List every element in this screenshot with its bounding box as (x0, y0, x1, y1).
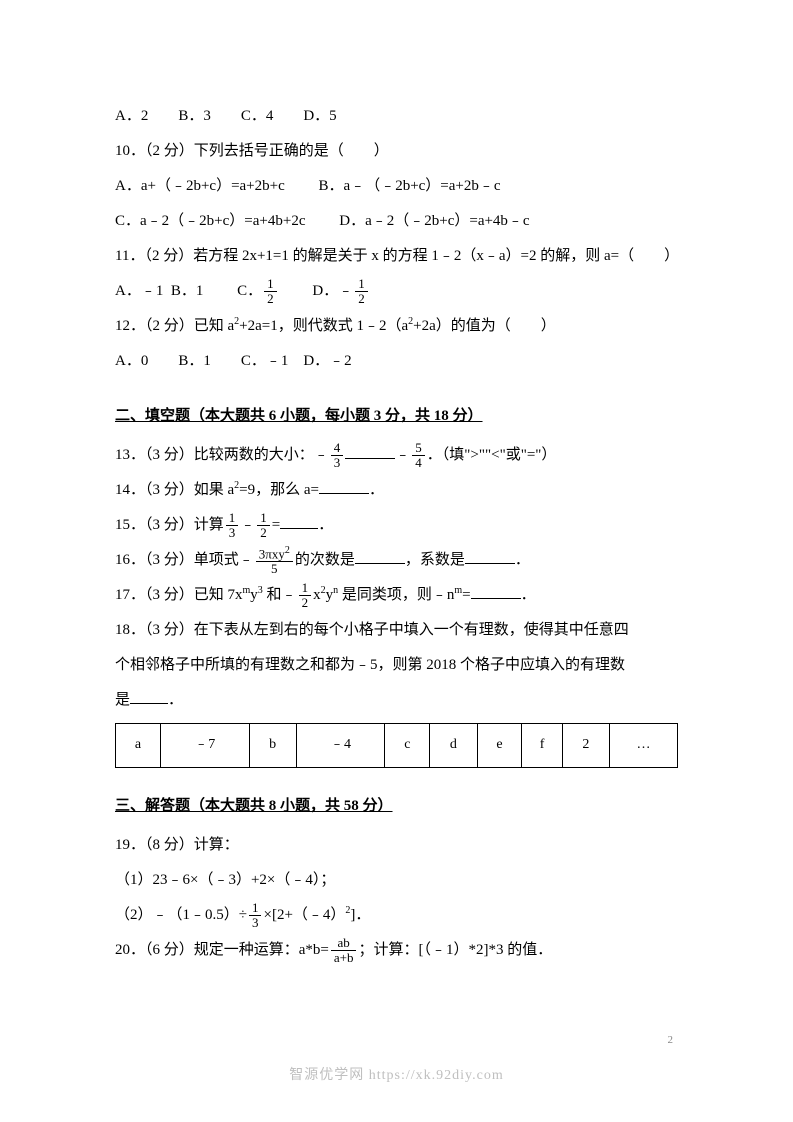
table-cell: d (430, 724, 477, 768)
table-cell: ﹣7 (160, 724, 249, 768)
q17: 17．（3 分）已知 7xmy3 和﹣12x2yn 是同类项，则﹣nm=． (115, 579, 678, 612)
section2-header: 二、填空题（本大题共 6 小题，每小题 3 分，共 18 分） (115, 400, 678, 433)
q13: 13．（3 分）比较两数的大小：﹣43﹣54．（填">""<"或"="） (115, 439, 678, 472)
blank-q16b[interactable] (465, 549, 515, 564)
frac-1-2-b: 12 (299, 581, 312, 611)
blank-q14[interactable] (319, 479, 369, 494)
table-cell: ﹣4 (296, 724, 385, 768)
frac-half-2: 12 (355, 277, 368, 307)
frac-q20: aba+b (331, 936, 357, 966)
q11-options: A．﹣1 B．1 C．12 D．﹣12 (115, 275, 678, 308)
frac-4-3: 43 (331, 441, 344, 471)
q10-optC: C．a﹣2（﹣2b+c）=a+4b+2c (115, 213, 305, 229)
q15: 15．（3 分）计算13﹣12=． (115, 509, 678, 542)
blank-q17[interactable] (471, 584, 521, 599)
page-number: 2 (668, 1028, 674, 1052)
q10-stem: 10．（2 分）下列去括号正确的是（ ） (115, 135, 678, 168)
q18-line1: 18．（3 分）在下表从左到右的每个小格子中填入一个有理数，使得其中任意四 (115, 614, 678, 647)
table-cell: f (522, 724, 562, 768)
table-row: a ﹣7 b ﹣4 c d e f 2 … (116, 724, 678, 768)
frac-1-3-b: 13 (249, 901, 262, 931)
table-cell: 2 (562, 724, 609, 768)
q19-2: （2）﹣（1﹣0.5）÷13×[2+（﹣4）2]． (115, 899, 678, 932)
q11-optC-pre: C． (237, 283, 262, 299)
q11-stem: 11．（2 分）若方程 2x+1=1 的解是关于 x 的方程 1﹣2（x﹣a）=… (115, 240, 678, 273)
blank-q15[interactable] (280, 514, 318, 529)
q11-optB: B．1 (171, 283, 204, 299)
q12-options: A．0 B．1 C．﹣1 D．﹣2 (115, 345, 678, 378)
section3-header: 三、解答题（本大题共 8 小题，共 58 分） (115, 790, 678, 823)
q10-optB: B．a﹣（﹣2b+c）=a+2b﹣c (319, 178, 501, 194)
q18-line2: 个相邻格子中所填的有理数之和都为﹣5，则第 2018 个格子中应填入的有理数 (115, 649, 678, 682)
table-cell: a (116, 724, 161, 768)
blank-q16a[interactable] (355, 549, 405, 564)
frac-half-1: 12 (264, 277, 277, 307)
frac-1-2-a: 12 (257, 511, 270, 541)
footer-text: 智源优学网 https://xk.92diy.com (0, 1061, 793, 1092)
q19-1: （1）23﹣6×（﹣3）+2×（﹣4）； (115, 864, 678, 897)
q19-stem: 19．（8 分）计算： (115, 829, 678, 862)
q18-line3: 是． (115, 684, 678, 717)
q10-optD: D．a﹣2（﹣2b+c）=a+4b﹣c (339, 213, 529, 229)
frac-5-4: 54 (412, 441, 425, 471)
table-cell: c (385, 724, 430, 768)
q9-options: A．2 B．3 C．4 D．5 (115, 100, 678, 133)
q11-optA: A．﹣1 (115, 283, 163, 299)
q10-optA: A．a+（﹣2b+c）=a+2b+c (115, 178, 285, 194)
q16: 16．（3 分）单项式﹣3πxy25的次数是，系数是． (115, 544, 678, 577)
q10-row2: C．a﹣2（﹣2b+c）=a+4b+2c D．a﹣2（﹣2b+c）=a+4b﹣c (115, 205, 678, 238)
blank-q13[interactable] (345, 444, 395, 459)
frac-1-3-a: 13 (226, 511, 239, 541)
blank-q18[interactable] (130, 689, 168, 704)
q11-optD-pre: D．﹣ (312, 283, 353, 299)
table-cell: e (477, 724, 522, 768)
q20: 20．（6 分）规定一种运算：a*b=aba+b；计算：[（﹣1）*2]*3 的… (115, 934, 678, 967)
q10-row1: A．a+（﹣2b+c）=a+2b+c B．a﹣（﹣2b+c）=a+2b﹣c (115, 170, 678, 203)
q18-table: a ﹣7 b ﹣4 c d e f 2 … (115, 723, 678, 768)
q14: 14．（3 分）如果 a2=9，那么 a=． (115, 474, 678, 507)
table-cell: … (610, 724, 678, 768)
frac-q16: 3πxy25 (256, 545, 293, 577)
table-cell: b (249, 724, 296, 768)
q12-stem: 12．（2 分）已知 a2+2a=1，则代数式 1﹣2（a2+2a）的值为（ ） (115, 310, 678, 343)
